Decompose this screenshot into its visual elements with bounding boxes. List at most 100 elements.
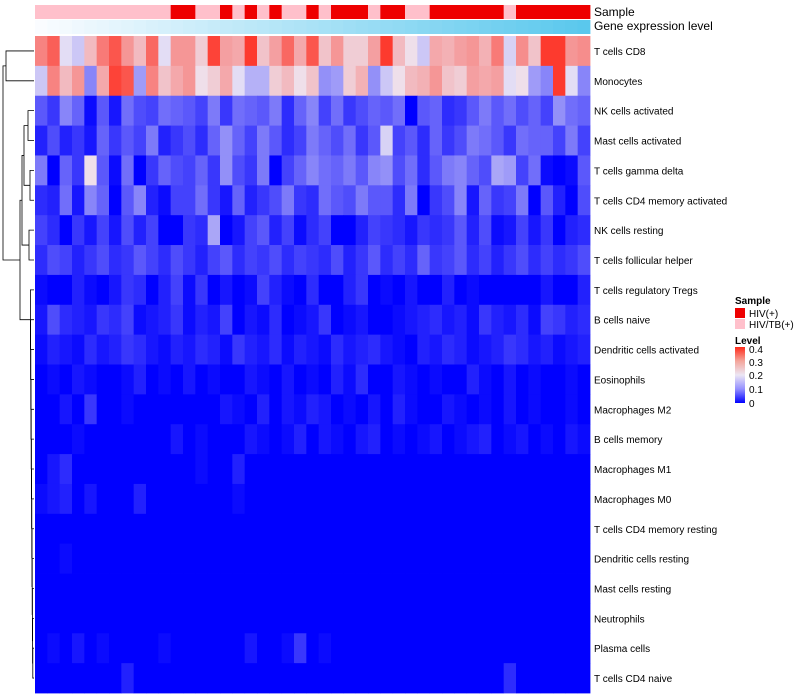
heatmap-cell	[577, 36, 591, 67]
row-label: T cells follicular helper	[594, 256, 693, 267]
heatmap-cell	[146, 424, 159, 455]
heatmap-cell	[442, 603, 455, 634]
heatmap-cell	[244, 274, 258, 306]
heatmap-cell	[355, 185, 369, 216]
heatmap-cell	[84, 95, 98, 126]
heatmap-cell	[121, 394, 135, 425]
heatmap-cell	[442, 304, 455, 336]
heatmap-cell	[528, 36, 542, 67]
heatmap-cell	[244, 185, 258, 216]
heatmap-cell	[454, 274, 468, 306]
heatmap-cell	[466, 454, 480, 485]
heatmap-cell	[47, 155, 61, 186]
heatmap-cell	[355, 65, 369, 97]
heatmap-cell	[269, 543, 283, 574]
heatmap-cell	[528, 125, 542, 156]
heatmap-cell	[133, 125, 147, 156]
heatmap-cell	[96, 215, 110, 246]
heatmap-cell	[540, 95, 554, 126]
heatmap-cell	[158, 274, 172, 306]
heatmap-cell	[516, 513, 529, 545]
heatmap-cell	[207, 215, 221, 246]
heatmap-cell	[553, 36, 566, 67]
heatmap-cell	[109, 334, 122, 365]
heatmap-cell	[133, 215, 147, 246]
heatmap-cell	[158, 155, 172, 186]
heatmap-cell	[331, 573, 344, 604]
heatmap-cell	[72, 513, 85, 545]
row-label: Macrophages M0	[594, 495, 672, 506]
heatmap-cell	[553, 454, 566, 485]
heatmap-cell	[281, 274, 295, 306]
heatmap-cell	[405, 394, 418, 425]
gene-expression-cell	[244, 20, 258, 34]
dendrogram-branch	[31, 528, 34, 588]
heatmap-cell	[35, 185, 48, 216]
heatmap-cell	[183, 454, 196, 485]
heatmap-cell	[429, 155, 443, 186]
heatmap-cell	[577, 215, 591, 246]
heatmap-cell	[429, 424, 443, 455]
legend-hiv-swatch	[735, 308, 745, 318]
heatmap-cell	[491, 663, 505, 694]
heatmap-cell	[72, 125, 85, 156]
sample-annotation-cell	[47, 5, 61, 19]
heatmap-cell	[183, 125, 196, 156]
heatmap-cell	[392, 245, 406, 276]
heatmap-cell	[281, 65, 295, 97]
heatmap-cell	[516, 394, 529, 425]
heatmap-cell	[183, 95, 196, 126]
row-label: Macrophages M1	[594, 465, 672, 476]
heatmap-cell	[479, 36, 492, 67]
heatmap-cell	[516, 155, 529, 186]
heatmap-cell	[133, 663, 147, 694]
heatmap-cell	[269, 304, 283, 336]
heatmap-cell	[417, 304, 431, 336]
legend-hivtb-swatch	[735, 319, 745, 329]
gene-expression-cell	[257, 20, 270, 34]
heatmap-cell	[516, 603, 529, 634]
heatmap-cell	[318, 483, 332, 515]
heatmap-cell	[158, 663, 172, 694]
heatmap-cell	[343, 603, 357, 634]
heatmap-cell	[232, 394, 246, 425]
heatmap-cell	[244, 394, 258, 425]
heatmap-cell	[466, 394, 480, 425]
heatmap-cell	[232, 125, 246, 156]
heatmap-cell	[466, 663, 480, 694]
dendrogram-branch	[2, 65, 20, 261]
heatmap-cell	[355, 483, 369, 515]
heatmap-cell	[84, 394, 98, 425]
heatmap-cell	[84, 483, 98, 515]
heatmap-cell	[220, 513, 233, 545]
heatmap-cell	[565, 125, 579, 156]
heatmap-cell	[183, 155, 196, 186]
heatmap-cell	[516, 215, 529, 246]
heatmap-cell	[503, 125, 517, 156]
heatmap-cell	[207, 95, 221, 126]
heatmap-cell	[442, 513, 455, 545]
heatmap-cell	[503, 513, 517, 545]
row-label: T cells CD4 memory activated	[594, 196, 727, 207]
heatmap-cell	[392, 36, 406, 67]
heatmap-cell	[466, 215, 480, 246]
heatmap-cell	[47, 603, 61, 634]
heatmap-cell	[232, 513, 246, 545]
heatmap-cell	[158, 454, 172, 485]
heatmap-cell	[565, 304, 579, 336]
heatmap-cell	[442, 573, 455, 604]
heatmap-cell	[565, 185, 579, 216]
heatmap-cell	[158, 483, 172, 515]
heatmap-cell	[454, 633, 468, 664]
heatmap-cell	[146, 513, 159, 545]
heatmap-cell	[380, 424, 394, 455]
sample-annotation-cell	[553, 5, 566, 19]
heatmap-cell	[355, 424, 369, 455]
heatmap-cell	[220, 334, 233, 365]
heatmap-cell	[183, 304, 196, 336]
heatmap-cell	[479, 573, 492, 604]
heatmap-cell	[121, 65, 135, 97]
heatmap-cell	[318, 245, 332, 276]
legend: Sample HIV(+) HIV/TB(+) Level 0.4 0.3 0.…	[735, 296, 794, 410]
heatmap-cell	[503, 454, 517, 485]
